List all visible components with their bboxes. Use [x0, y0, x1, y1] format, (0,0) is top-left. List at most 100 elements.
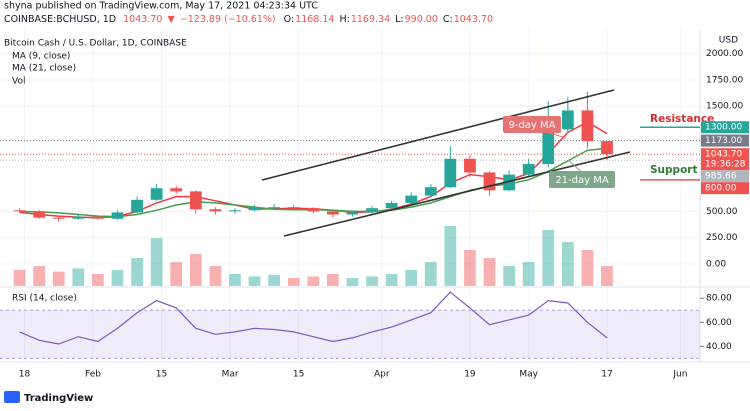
- candle-body: [561, 110, 574, 130]
- symbol: COINBASE:BCHUSD, 1D: [4, 14, 116, 25]
- ohlc-value: 1169.34: [351, 14, 390, 25]
- arrow: ▼: [167, 14, 175, 25]
- y-tick-label: 2000.00: [706, 49, 743, 59]
- volume-bar: [561, 242, 574, 286]
- candle-body: [131, 199, 143, 213]
- candle-body: [326, 211, 339, 215]
- candle-body: [483, 172, 496, 191]
- symbol-line: COINBASE:BCHUSD, 1D 1043.70 ▼ −123.89 (−…: [4, 14, 493, 25]
- x-tick-label: 18: [19, 370, 31, 380]
- volume-bar: [150, 238, 163, 286]
- candle-body: [346, 212, 359, 215]
- volume-bar: [229, 274, 241, 286]
- rsi-band: [0, 310, 700, 359]
- candle-body: [33, 211, 46, 218]
- volume-bar: [483, 258, 496, 286]
- rsi-tick-label: 60.00: [706, 318, 732, 328]
- volume-bar: [33, 266, 46, 286]
- legend-entry: Vol: [12, 77, 25, 87]
- candle-body: [522, 164, 535, 175]
- y-tick-label: 1750.00: [706, 75, 743, 85]
- volume-bar: [111, 270, 124, 286]
- volume-bar: [170, 262, 183, 286]
- candle-body: [405, 195, 418, 203]
- volume-bar: [503, 266, 515, 286]
- x-tick-label: 15: [156, 370, 167, 380]
- x-tick-label: May: [519, 370, 538, 380]
- legend-entry: MA (21, close): [12, 64, 76, 74]
- ohlc-key: O:: [284, 14, 295, 25]
- volume-bar: [346, 278, 359, 286]
- volume-bar: [542, 230, 555, 286]
- volume-bar: [307, 276, 320, 286]
- rsi-tick-label: 40.00: [706, 342, 732, 352]
- candle-body: [542, 129, 555, 165]
- candle-body: [601, 141, 613, 155]
- candle-body: [13, 210, 26, 212]
- volume-bar: [601, 266, 613, 286]
- resistance-label: Resistance: [650, 113, 714, 125]
- ohlc-key: C:: [443, 14, 453, 25]
- candle-body: [464, 158, 476, 173]
- y-tick-label: 250.00: [706, 233, 738, 243]
- x-tick-label: Mar: [222, 370, 239, 380]
- volume-bar: [405, 270, 418, 286]
- volume-bar: [464, 250, 476, 286]
- rsi-line: [19, 291, 608, 345]
- annotation: 9-day MA: [508, 120, 555, 131]
- candle-body: [72, 216, 85, 219]
- price-box: [701, 182, 749, 195]
- candle-body: [268, 207, 280, 209]
- countdown: 19:36:28: [705, 160, 746, 170]
- volume-bar: [189, 254, 202, 286]
- candle-body: [307, 208, 320, 212]
- x-tick-label: Apr: [374, 370, 390, 380]
- volume-bar: [131, 258, 143, 286]
- rsi-title: RSI (14, close): [12, 294, 77, 304]
- ohlc-value: 1168.14: [295, 14, 334, 25]
- volume-bar: [287, 278, 300, 286]
- annotation: 21-day MA: [555, 175, 609, 186]
- volume-bar: [424, 262, 437, 286]
- candle-body: [248, 207, 261, 211]
- y-tick-label: 500.00: [706, 207, 738, 217]
- candle-body: [424, 187, 437, 196]
- footer: TradingView: [4, 391, 93, 404]
- legend-entry: MA (9, close): [12, 52, 70, 62]
- author-line: shyna published on TradingView.com, May …: [4, 1, 318, 12]
- candle-body: [92, 216, 104, 219]
- candle-body: [503, 174, 515, 191]
- ohlc-value: 990.00: [405, 14, 438, 25]
- logo: [4, 391, 20, 403]
- candle-body: [229, 210, 241, 212]
- volume-bar: [581, 250, 594, 286]
- candle-body: [111, 212, 124, 219]
- trend-line-upper: [261, 89, 615, 181]
- currency: USD: [719, 36, 738, 46]
- candle-body: [581, 110, 594, 142]
- brand: TradingView: [24, 393, 93, 404]
- annotation-box: [549, 171, 615, 188]
- support-label: Support: [650, 164, 697, 176]
- volume-bar: [326, 274, 339, 286]
- volume-bar: [366, 276, 378, 286]
- volume-bar: [522, 262, 535, 286]
- price-box: [701, 148, 749, 171]
- price-box: [701, 134, 749, 147]
- ohlc: O:1168.14 H:1169.34 L:990.00 C:1043.70: [284, 14, 493, 25]
- candle-body: [385, 202, 398, 209]
- x-tick-label: 19: [464, 370, 476, 380]
- volume-bar: [209, 266, 222, 286]
- last-price: 1043.70: [123, 14, 162, 25]
- plot-area: [0, 30, 750, 363]
- candle-body: [366, 208, 378, 213]
- price-box: [701, 170, 749, 183]
- volume-bar: [385, 274, 398, 286]
- candle-body: [150, 188, 163, 200]
- ohlc-value: 1043.70: [454, 14, 493, 25]
- ohlc-key: L:: [395, 14, 404, 25]
- x-tick-label: Feb: [85, 370, 101, 380]
- annotation-box: [503, 116, 561, 133]
